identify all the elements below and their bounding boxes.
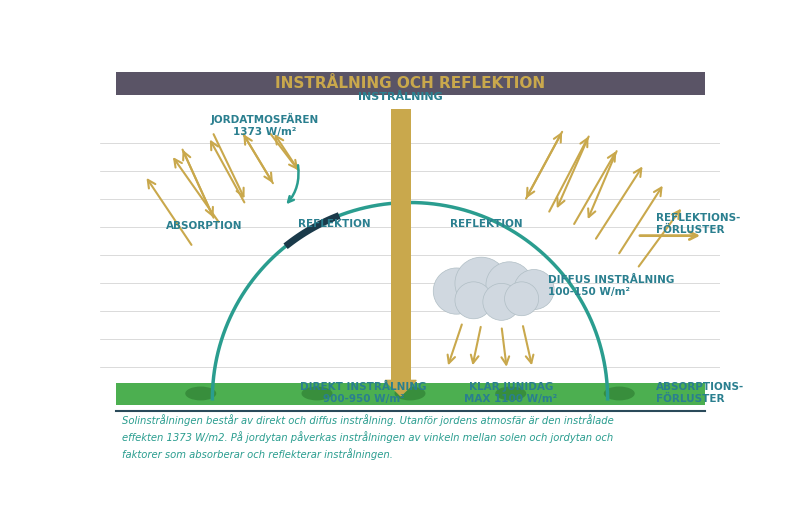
Circle shape — [486, 262, 533, 308]
FancyBboxPatch shape — [115, 73, 705, 95]
Circle shape — [455, 257, 508, 310]
Text: ABSORPTION: ABSORPTION — [166, 221, 242, 231]
Text: INSTRÅLNING OCH REFLEKTION: INSTRÅLNING OCH REFLEKTION — [275, 77, 545, 91]
Circle shape — [505, 282, 538, 316]
Ellipse shape — [302, 386, 333, 401]
Text: INSTRÅLNING: INSTRÅLNING — [358, 92, 443, 102]
Text: REFLEKTION: REFLEKTION — [298, 219, 370, 229]
Text: DIREKT INSTRÅLNING
900-950 W/m²: DIREKT INSTRÅLNING 900-950 W/m² — [300, 382, 426, 405]
Text: REFLEKTION: REFLEKTION — [450, 219, 523, 229]
FancyBboxPatch shape — [390, 108, 410, 380]
Circle shape — [514, 270, 554, 310]
Circle shape — [483, 283, 520, 320]
Ellipse shape — [604, 386, 634, 401]
Circle shape — [434, 268, 480, 314]
Text: DIFFUS INSTRÅLNING
100-150 W/m²: DIFFUS INSTRÅLNING 100-150 W/m² — [548, 274, 674, 297]
FancyBboxPatch shape — [115, 383, 705, 405]
Text: ABSORPTIONS-
FÖRLUSTER: ABSORPTIONS- FÖRLUSTER — [657, 382, 745, 405]
Ellipse shape — [394, 386, 426, 401]
Text: KLAR JUNIDAG
MAX 1100 W/m²: KLAR JUNIDAG MAX 1100 W/m² — [464, 382, 558, 404]
Polygon shape — [386, 380, 416, 396]
Ellipse shape — [186, 386, 216, 401]
Circle shape — [455, 282, 492, 319]
Ellipse shape — [495, 386, 526, 401]
Text: Solinstrålningen består av direkt och diffus instrålning. Utanför jordens atmosf: Solinstrålningen består av direkt och di… — [122, 414, 614, 460]
Text: JORDATMOSFÄREN
1373 W/m²: JORDATMOSFÄREN 1373 W/m² — [210, 113, 318, 137]
Text: REFLEKTIONS-
FÖRLUSTER: REFLEKTIONS- FÖRLUSTER — [657, 213, 741, 235]
